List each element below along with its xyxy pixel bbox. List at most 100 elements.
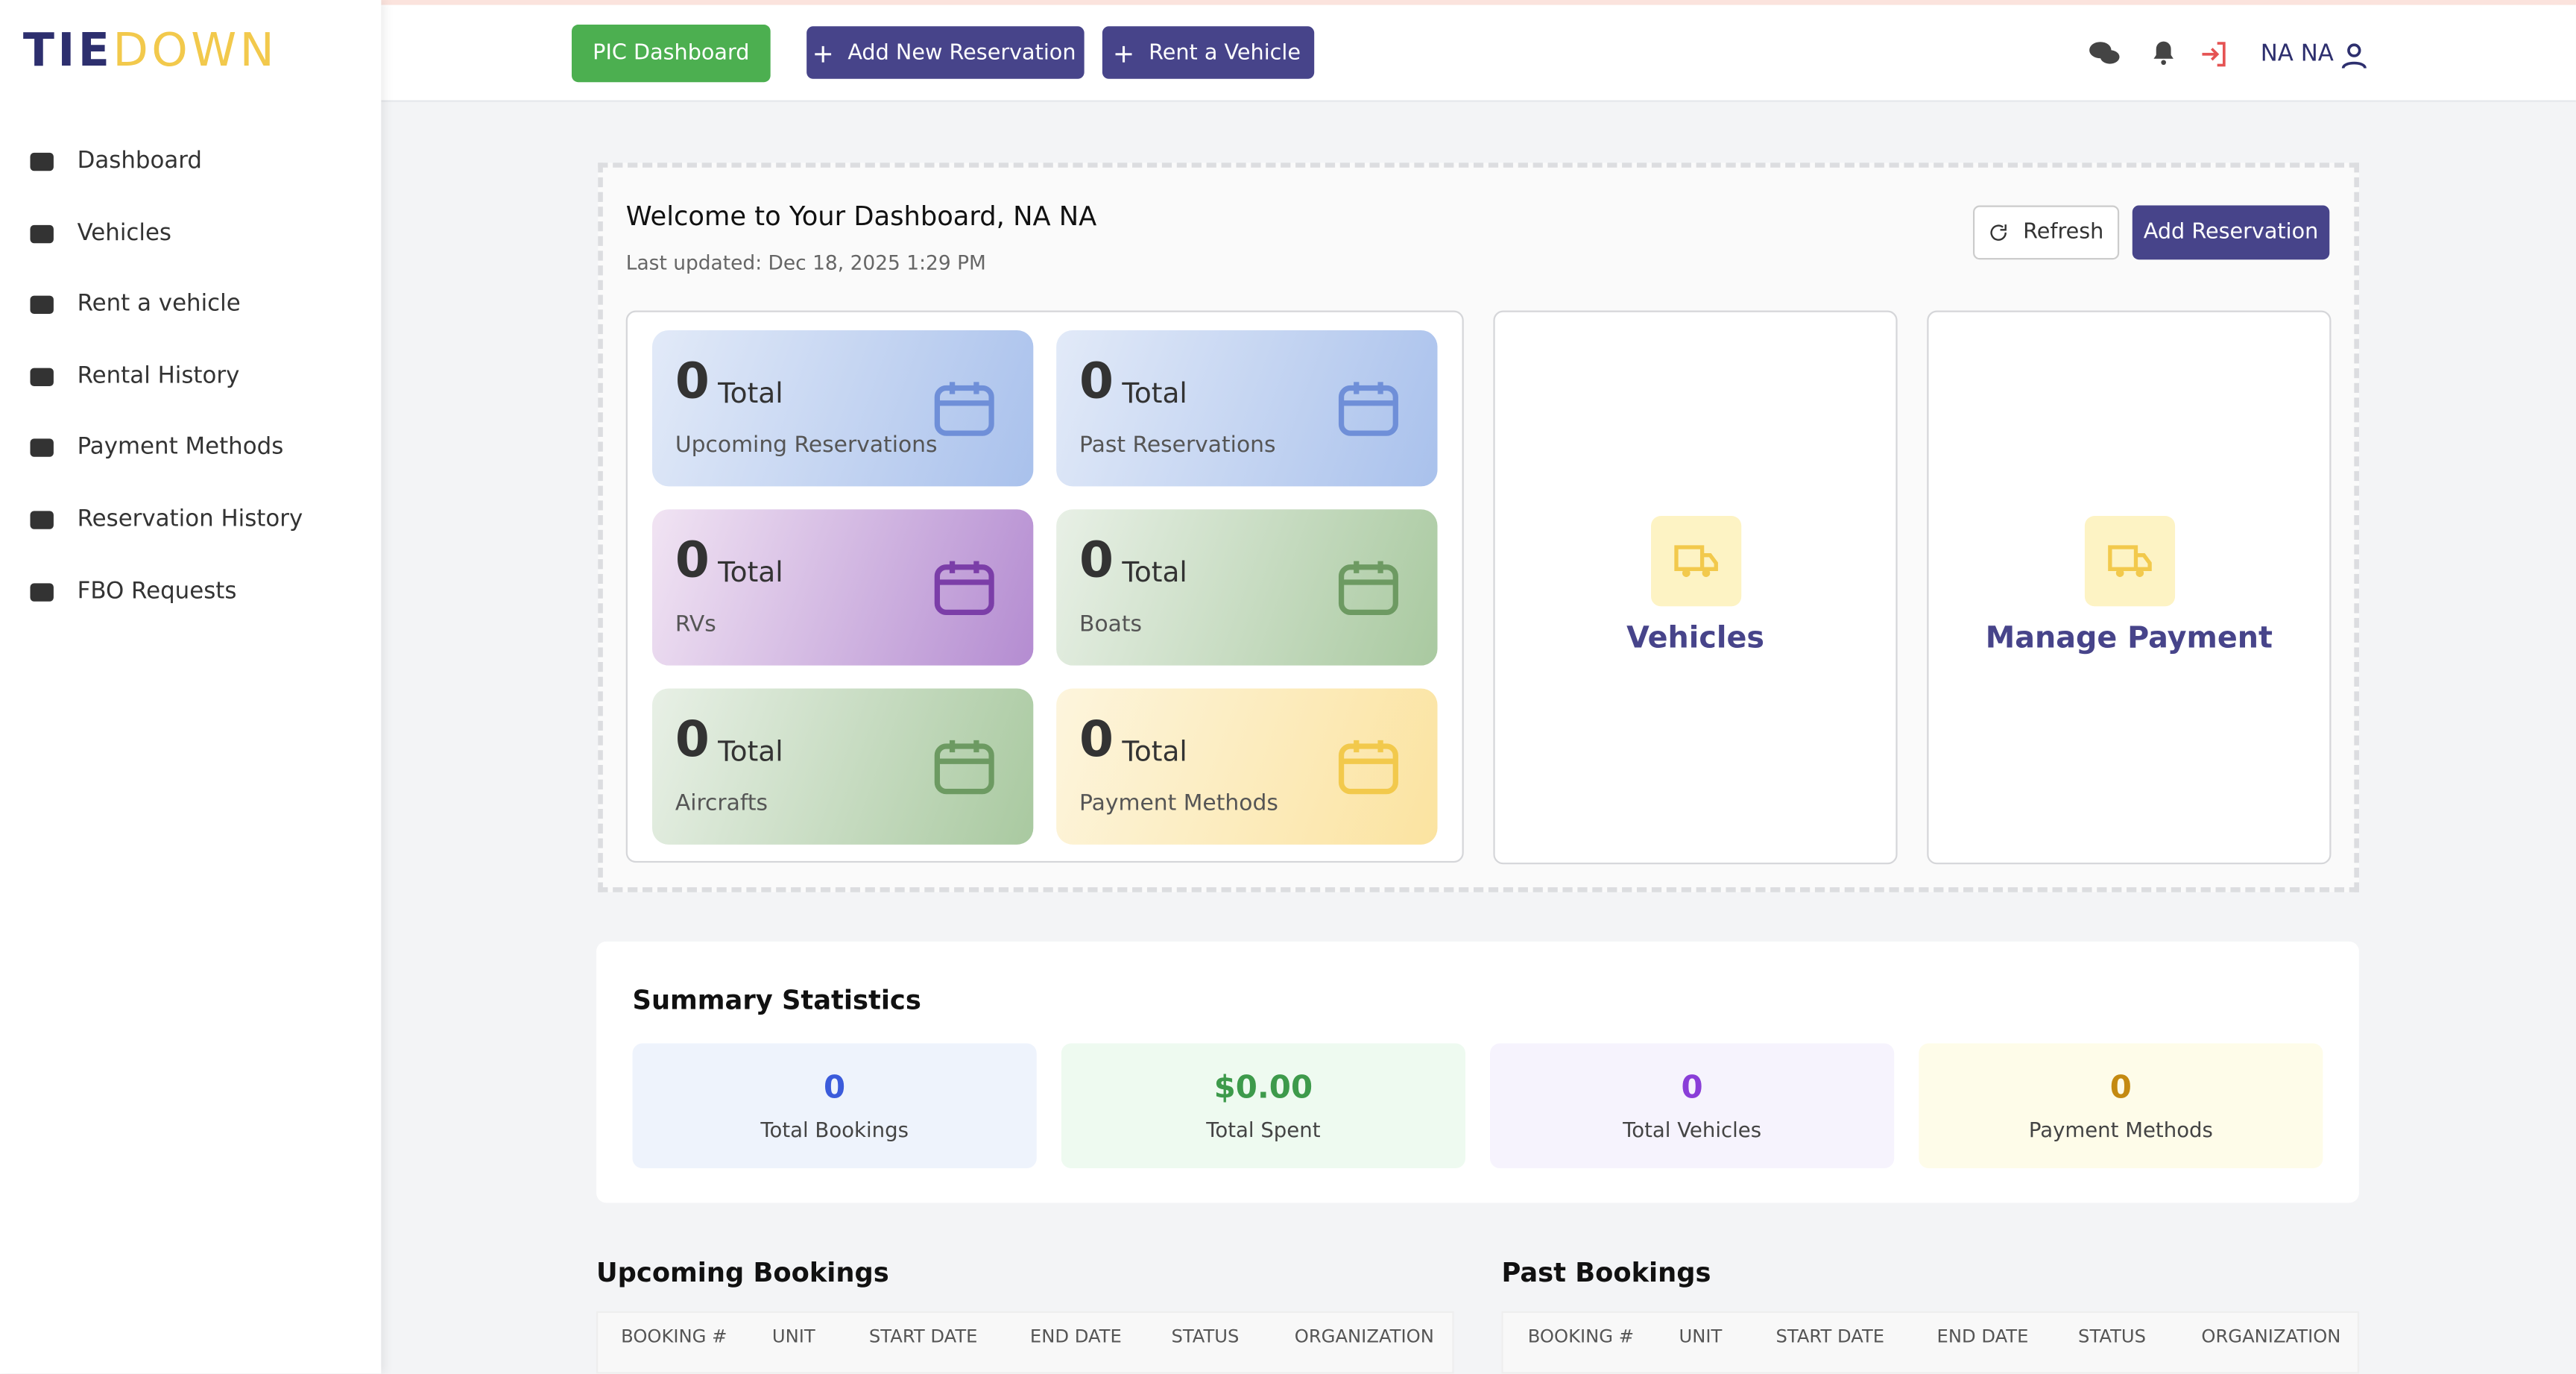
nav-icon-svg	[30, 224, 54, 243]
top-bar: PIC Dashboard Add New Reservation Rent a V…	[381, 0, 2576, 102]
nav-icon	[26, 361, 57, 392]
card-count: 0	[675, 711, 710, 769]
card-label: Past Reservations	[1079, 432, 1276, 458]
nav-icon	[26, 146, 57, 177]
card-count: 0	[1079, 711, 1114, 769]
brand-tie: TIE	[22, 22, 113, 78]
welcome-title: Welcome to Your Dashboard, NA NA	[625, 200, 1097, 232]
user-icon-svg	[2341, 43, 2367, 69]
card-icon-svg	[1338, 382, 1398, 436]
logout-icon	[2198, 38, 2231, 71]
stat-card[interactable]: 0 Total Past Reservations	[1056, 330, 1438, 487]
last-updated: Last updated: Dec 18, 2025 1:29 PM	[625, 251, 986, 275]
nav-label: Rent a vehicle	[77, 291, 241, 318]
summary-value: 0	[824, 1069, 846, 1106]
summary-item: 0 Total Vehicles	[1490, 1043, 1895, 1169]
stat-card[interactable]: 0 Total Boats	[1056, 509, 1438, 666]
nav-item[interactable]: Reservation History	[0, 501, 381, 541]
card-icon	[1332, 552, 1404, 625]
card-icon	[1332, 373, 1404, 445]
add-reservation-button[interactable]: Add Reservation	[2132, 205, 2330, 260]
summary-panel: Summary Statistics 0 Total Bookings $0.00 To…	[596, 941, 2359, 1203]
card-icon	[928, 552, 1000, 625]
cards-container: 0 Total Upcoming Reservations 0 Total Past Re…	[625, 310, 1464, 863]
sidebar: TIE DOWN Dashboard Vehicles Rent a vehicle Re…	[0, 0, 382, 1374]
tile-icon	[2084, 516, 2176, 607]
button[interactable]: PIC Dashboard	[571, 25, 771, 83]
card-unit: Total	[718, 557, 783, 590]
summary-label: Total Spent	[1206, 1117, 1321, 1142]
card-icon-svg	[1338, 740, 1398, 795]
nav-item[interactable]: Vehicles	[0, 215, 381, 254]
brand-down: DOWN	[113, 22, 278, 78]
table-header: BOOKING # UNIT START DATE END DATE STATUS ORG…	[596, 1311, 1454, 1374]
tile-label: Vehicles	[1626, 621, 1764, 656]
card-unit: Total	[718, 377, 783, 411]
column-header: BOOKING #	[621, 1326, 727, 1348]
button[interactable]: Rent a Vehicle	[1102, 26, 1315, 79]
summary-label: Payment Methods	[2028, 1117, 2213, 1142]
nav-icon	[26, 289, 57, 321]
button-label: Rent a Vehicle	[1149, 40, 1301, 66]
card-unit: Total	[1122, 377, 1187, 411]
summary-item: 0 Payment Methods	[1919, 1043, 2323, 1169]
card-icon	[928, 731, 1000, 804]
welcome-panel: Welcome to Your Dashboard, NA NA Last upd…	[598, 163, 2359, 892]
card-label: RVs	[675, 611, 716, 638]
nav-icon-svg	[30, 439, 54, 458]
button[interactable]: Add New Reservation	[806, 26, 1085, 79]
table-header: BOOKING # UNIT START DATE END DATE STATUS ORG…	[1501, 1311, 2359, 1374]
column-header: STATUS	[2078, 1326, 2147, 1348]
card-label: Aircrafts	[675, 790, 768, 817]
summary-value: $0.00	[1213, 1069, 1313, 1106]
card-unit: Total	[1122, 736, 1187, 769]
nav-icon-svg	[30, 152, 54, 171]
summary-label: Total Bookings	[760, 1117, 909, 1142]
card-icon-svg	[1338, 561, 1398, 615]
stat-card[interactable]: 0 Total Aircrafts	[651, 688, 1034, 845]
plus-icon	[1116, 45, 1133, 63]
nav-icon-svg	[30, 368, 54, 386]
action-tile[interactable]: Manage Payment	[1927, 310, 2332, 865]
nav-label: Rental History	[77, 362, 240, 389]
bell-icon-svg	[2153, 41, 2174, 66]
nav-label: Vehicles	[77, 219, 172, 246]
nav-icon-svg	[30, 582, 54, 601]
action-tile[interactable]: Vehicles	[1493, 310, 1898, 865]
column-header: BOOKING #	[1527, 1326, 1635, 1348]
nav-item[interactable]: Dashboard	[0, 143, 381, 183]
nav-icon	[26, 576, 57, 608]
column-header: START DATE	[1775, 1326, 1885, 1348]
nav-item[interactable]: FBO Requests	[0, 573, 381, 612]
nav-item[interactable]: Rental History	[0, 358, 381, 397]
card-icon-svg	[934, 382, 994, 436]
brand: TIE DOWN	[23, 23, 277, 78]
summary-label: Total Vehicles	[1623, 1117, 1762, 1142]
refresh-button[interactable]: Refresh	[1973, 205, 2120, 260]
card-label: Upcoming Reservations	[675, 432, 938, 458]
nav-icon-svg	[30, 296, 54, 315]
nav-item[interactable]: Payment Methods	[0, 429, 381, 469]
summary-value: 0	[2109, 1069, 2132, 1106]
nav-icon	[26, 218, 57, 249]
stat-card[interactable]: 0 Total Payment Methods	[1056, 688, 1438, 845]
summary-item: $0.00 Total Spent	[1061, 1043, 1465, 1169]
column-header: UNIT	[1679, 1326, 1723, 1348]
column-header: ORGANIZATION	[1294, 1326, 1434, 1348]
nav-label: Dashboard	[77, 148, 203, 174]
summary-title: Summary Statistics	[632, 984, 921, 1016]
nav-icon	[26, 433, 57, 464]
plus-icon	[815, 45, 832, 63]
nav-icon-svg	[30, 511, 54, 529]
stat-card[interactable]: 0 Total Upcoming Reservations	[651, 330, 1034, 487]
card-icon	[1332, 731, 1404, 804]
card-count: 0	[675, 532, 710, 590]
card-count: 0	[1079, 353, 1114, 411]
column-header: END DATE	[1936, 1326, 2029, 1348]
nav-label: Reservation History	[77, 505, 303, 533]
stat-card[interactable]: 0 Total RVs	[651, 509, 1034, 666]
nav-item[interactable]: Rent a vehicle	[0, 286, 381, 326]
refresh-icon	[1989, 222, 2010, 244]
